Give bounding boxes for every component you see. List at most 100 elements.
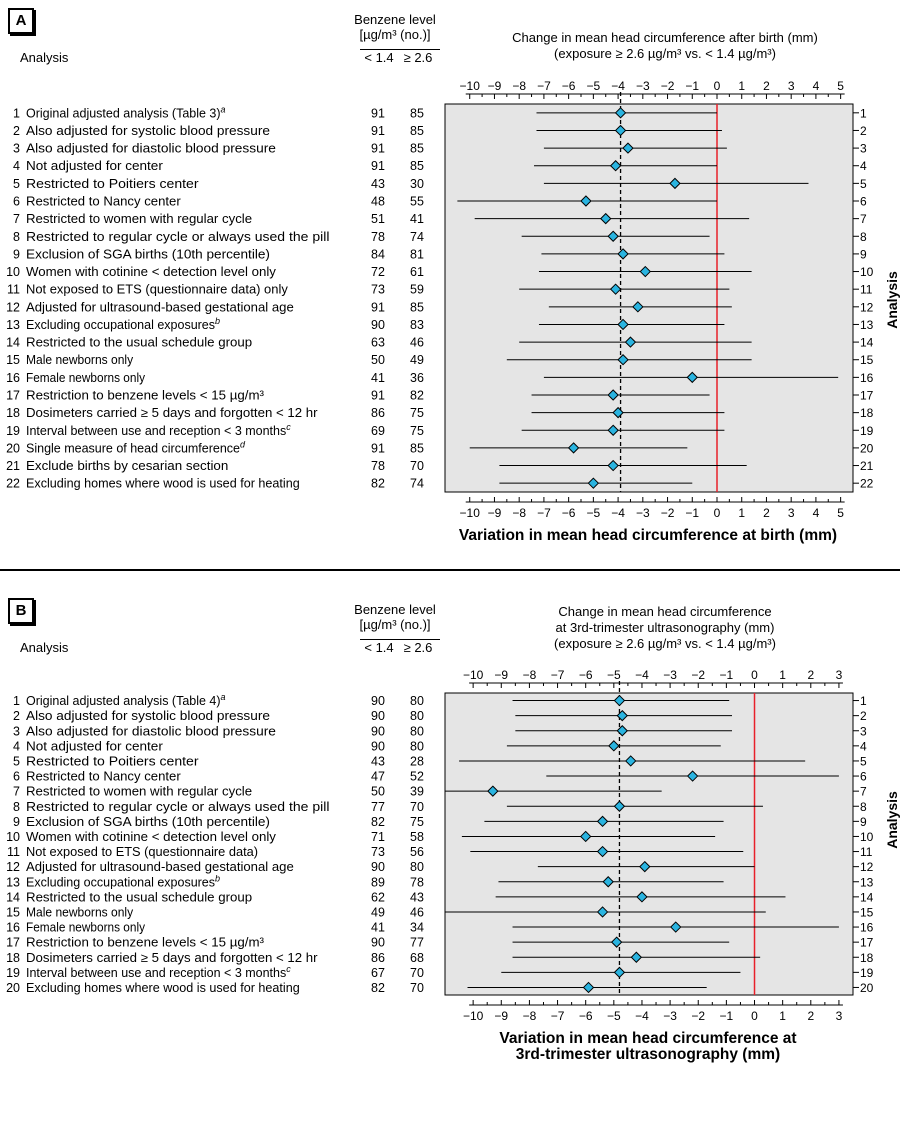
row-number: 5 xyxy=(13,177,20,191)
group-high-count: 78 xyxy=(410,875,424,889)
point-estimate-marker xyxy=(609,160,622,172)
group-low-count: 71 xyxy=(371,830,385,844)
right-row-number: 12 xyxy=(860,860,874,874)
right-row-number: 18 xyxy=(860,951,874,965)
bottom-tick-label: 0 xyxy=(714,506,721,520)
row-label: Also adjusted for systolic blood pressur… xyxy=(26,709,270,723)
panel-a: A Analysis Benzene level [µg/m³ (no.)] <… xyxy=(0,0,900,555)
right-row-number: 19 xyxy=(860,966,874,980)
row-label: Restricted to women with regular cycle xyxy=(26,785,252,799)
row-label: Restricted to the usual schedule group xyxy=(26,890,252,904)
bottom-tick-label: −10 xyxy=(463,1009,484,1023)
row-number: 17 xyxy=(6,936,20,950)
group-low-count: 43 xyxy=(371,177,385,191)
point-estimate-marker xyxy=(617,248,629,260)
right-row-number: 10 xyxy=(860,265,874,279)
group-high-count: 80 xyxy=(410,724,424,738)
group-low-count: 49 xyxy=(371,905,385,919)
right-row-number: 16 xyxy=(860,371,874,385)
group-low-count: 77 xyxy=(371,800,385,814)
row-number: 14 xyxy=(6,336,20,350)
row-label-superscript: d xyxy=(240,439,246,449)
group-low-count: 90 xyxy=(371,694,385,708)
right-row-number: 18 xyxy=(860,406,874,420)
top-tick-label: −6 xyxy=(579,668,593,682)
point-estimate-marker xyxy=(607,389,619,401)
top-tick-label: −6 xyxy=(562,79,576,93)
row-number: 16 xyxy=(6,371,20,385)
row-number: 12 xyxy=(6,860,20,874)
top-tick-label: 4 xyxy=(813,79,820,93)
group-high-count: 39 xyxy=(410,785,424,799)
point-estimate-marker xyxy=(487,785,499,797)
row-number: 19 xyxy=(6,966,20,980)
bottom-tick-label: −6 xyxy=(562,506,576,520)
top-tick-label: −1 xyxy=(720,668,734,682)
point-estimate-marker xyxy=(617,354,629,366)
row-label: Restricted to Nancy center xyxy=(26,195,181,209)
row-label: Restriction to benzene levels < 15 µg/m³ xyxy=(26,389,264,403)
benzene-groups: < 1.4 ≥ 2.6 xyxy=(360,639,440,655)
group-high-count: 74 xyxy=(410,230,424,244)
bottom-tick-label: −4 xyxy=(635,1009,649,1023)
point-estimate-marker xyxy=(686,371,698,384)
top-tick-label: 0 xyxy=(751,668,758,682)
plot-area xyxy=(444,692,854,996)
row-label: Not exposed to ETS (questionnaire data) xyxy=(26,845,258,859)
row-label: Dosimeters carried ≥ 5 days and forgotte… xyxy=(26,406,318,420)
point-estimate-marker xyxy=(632,301,644,313)
bottom-tick-label: 2 xyxy=(763,506,770,520)
point-estimate-marker xyxy=(607,230,619,242)
x-axis-title: Variation in mean head circumference at … xyxy=(459,527,837,544)
top-tick-label: −4 xyxy=(611,79,625,93)
group-low-count: 67 xyxy=(371,966,385,980)
point-estimate-marker xyxy=(596,845,609,858)
group-high-count: 77 xyxy=(410,936,424,950)
point-estimate-marker xyxy=(580,195,592,207)
group-high-count: 85 xyxy=(410,124,424,138)
point-estimate-marker xyxy=(669,177,681,190)
right-row-number: 13 xyxy=(860,318,874,332)
row-number: 10 xyxy=(6,265,20,279)
bottom-tick-label: −9 xyxy=(488,506,502,520)
row-number: 12 xyxy=(6,300,20,314)
point-estimate-marker xyxy=(613,694,626,707)
point-estimate-marker xyxy=(610,936,623,948)
x-axis-title: 3rd-trimester ultrasonography (mm) xyxy=(516,1046,780,1063)
row-number: 1 xyxy=(13,106,20,120)
row-number: 7 xyxy=(13,212,20,226)
panel-divider xyxy=(0,569,900,571)
group-high-count: 70 xyxy=(410,800,424,814)
top-tick-label: −9 xyxy=(488,79,502,93)
row-label: Male newborns only xyxy=(26,353,134,367)
row-number: 4 xyxy=(13,739,20,753)
group-low-header: < 1.4 xyxy=(364,640,394,655)
top-tick-label: 0 xyxy=(714,79,721,93)
top-tick-label: −9 xyxy=(494,668,508,682)
row-number: 17 xyxy=(6,389,20,403)
row-label: Female newborns only xyxy=(26,371,146,385)
group-high-count: 70 xyxy=(410,459,424,473)
y-axis-title: Analysis xyxy=(884,271,900,329)
row-label: Restricted to Nancy center xyxy=(26,770,181,784)
group-low-count: 91 xyxy=(371,142,385,156)
group-low-count: 73 xyxy=(371,283,385,297)
benzene-header-line2: [µg/m³ (no.)] xyxy=(359,27,431,42)
row-number: 20 xyxy=(6,441,20,455)
row-number: 18 xyxy=(6,951,20,965)
top-tick-label: −5 xyxy=(607,668,621,682)
row-label: Also adjusted for diastolic blood pressu… xyxy=(26,142,276,156)
group-low-count: 50 xyxy=(371,785,385,799)
group-low-count: 91 xyxy=(371,441,385,455)
group-high-header: ≥ 2.6 xyxy=(403,640,433,655)
group-high-header: ≥ 2.6 xyxy=(403,50,433,65)
group-high-count: 70 xyxy=(410,966,424,980)
right-row-number: 16 xyxy=(860,921,874,935)
x-axis-title: Variation in mean head circumference at xyxy=(499,1030,796,1047)
row-label-superscript: b xyxy=(215,316,220,326)
bottom-tick-label: −2 xyxy=(661,506,675,520)
point-estimate-marker xyxy=(587,477,600,489)
forest-plot-b: −10−10−9−9−8−8−7−7−6−6−5−5−4−4−3−3−2−2−1… xyxy=(6,668,900,1063)
row-label-superscript: a xyxy=(221,692,226,702)
group-high-count: 58 xyxy=(410,830,424,844)
